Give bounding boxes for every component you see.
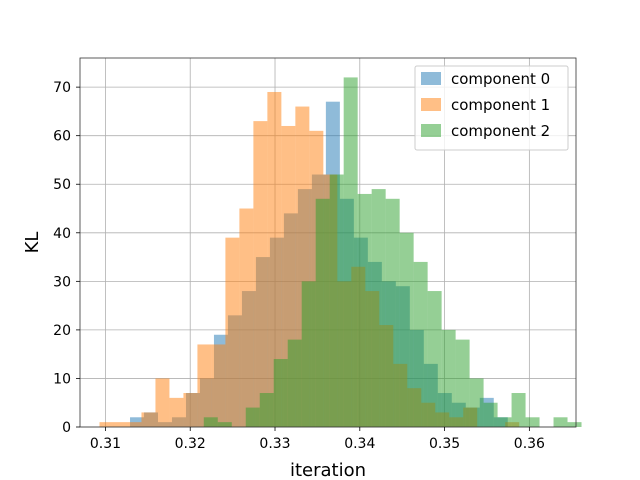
- legend-box: [414, 65, 569, 151]
- series-2-bar-10: [343, 77, 358, 427]
- series-2-bar-1: [217, 422, 232, 427]
- y-axis-title: KL: [22, 232, 43, 254]
- series-2-bar-11: [357, 193, 372, 427]
- series-1-bar-0: [99, 422, 114, 427]
- series-2-bar-16: [427, 291, 442, 427]
- series-2-bar-8: [315, 198, 330, 427]
- x-tick-label-2: 0.33: [259, 436, 290, 452]
- series-1-bar-6: [183, 393, 198, 427]
- series-1-bar-8: [211, 344, 226, 427]
- x-tick-label-5: 0.36: [514, 436, 545, 452]
- x-tick-label-0: 0.31: [90, 436, 121, 452]
- x-axis-title: iteration: [290, 460, 366, 480]
- y-tick-label-2: 20: [53, 323, 71, 339]
- series-1-bar-2: [127, 422, 142, 427]
- series-2-bar-4: [259, 393, 274, 427]
- series-2-bar-15: [413, 261, 428, 427]
- plot-area-frame: [79, 57, 577, 428]
- series-2-bar-7: [301, 281, 316, 427]
- series-1-bar-9: [225, 237, 240, 427]
- legend-label-0: component 0: [451, 70, 550, 88]
- series-2-bar-19: [469, 378, 484, 427]
- legend-swatch-1: [421, 98, 441, 111]
- series-1-bar-3: [141, 412, 156, 427]
- legend: component 0 component 1 component 2: [414, 65, 569, 151]
- series-2-bar-25: [553, 417, 568, 427]
- series-2-bar-22: [511, 393, 526, 427]
- x-tick-label-1: 0.32: [175, 436, 206, 452]
- series-2-bar-21: [497, 417, 512, 427]
- series-2-bar-17: [441, 329, 456, 427]
- legend-label-1: component 1: [451, 96, 550, 114]
- series-1-bar-7: [197, 344, 212, 427]
- x-tick-label-4: 0.35: [429, 436, 460, 452]
- series-2-bar-3: [245, 407, 260, 427]
- y-tick-label-7: 70: [53, 80, 71, 96]
- x-tick-label-3: 0.34: [344, 436, 375, 452]
- legend-swatch-0: [421, 72, 441, 85]
- series-2-bar-23: [525, 417, 540, 427]
- series-1-bar-10: [239, 208, 254, 427]
- histogram-bars: [99, 77, 582, 428]
- series-0-bar-2: [130, 417, 145, 427]
- series-1-bar-1: [113, 422, 128, 427]
- legend-swatch-2: [421, 124, 441, 137]
- series-1-bar-11: [253, 121, 268, 428]
- series-2-bar-12: [371, 189, 386, 427]
- series-2-bars: [203, 77, 582, 427]
- y-tick-label-6: 60: [53, 129, 71, 145]
- series-2-bar-0: [203, 417, 218, 427]
- series-2-bar-14: [399, 232, 414, 427]
- series-1-bar-4: [155, 378, 170, 427]
- y-tick-label-0: 0: [62, 420, 71, 436]
- series-2-bar-13: [385, 198, 400, 427]
- series-2-bar-5: [273, 359, 288, 427]
- y-tick-label-3: 30: [53, 274, 71, 290]
- series-2-bar-26: [567, 422, 582, 427]
- y-tick-label-1: 10: [53, 371, 71, 387]
- series-2-bar-9: [329, 174, 344, 427]
- series-2-bar-20: [483, 402, 498, 427]
- legend-label-2: component 2: [451, 122, 550, 140]
- series-1-bar-5: [169, 397, 184, 427]
- y-tick-label-5: 50: [53, 177, 71, 193]
- y-tick-label-4: 40: [53, 226, 71, 242]
- x-axis-ticks: 0.31 0.32 0.33 0.34 0.35 0.36: [90, 427, 545, 452]
- series-2-bar-6: [287, 339, 302, 427]
- series-2-bar-18: [455, 339, 470, 427]
- series-1-bar-12: [267, 91, 282, 427]
- y-axis-ticks: 0 10 20 30 40 50 60 70: [53, 80, 80, 436]
